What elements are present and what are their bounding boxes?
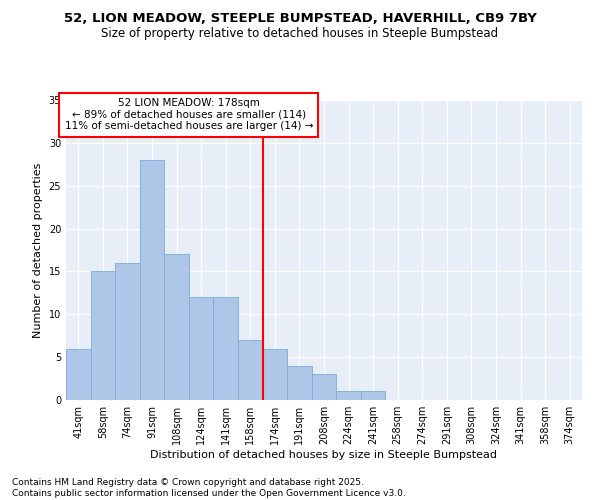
Bar [189, 297, 214, 400]
Bar [238, 340, 263, 400]
Bar [115, 263, 140, 400]
Text: 52, LION MEADOW, STEEPLE BUMPSTEAD, HAVERHILL, CB9 7BY: 52, LION MEADOW, STEEPLE BUMPSTEAD, HAVE… [64, 12, 536, 26]
Bar [140, 160, 164, 400]
Bar [336, 392, 361, 400]
Bar [287, 366, 312, 400]
Bar [66, 348, 91, 400]
Text: Size of property relative to detached houses in Steeple Bumpstead: Size of property relative to detached ho… [101, 28, 499, 40]
Bar [263, 348, 287, 400]
Bar [312, 374, 336, 400]
Text: 52 LION MEADOW: 178sqm
← 89% of detached houses are smaller (114)
11% of semi-de: 52 LION MEADOW: 178sqm ← 89% of detached… [65, 98, 313, 132]
Bar [361, 392, 385, 400]
Bar [91, 272, 115, 400]
Bar [164, 254, 189, 400]
Text: Contains HM Land Registry data © Crown copyright and database right 2025.
Contai: Contains HM Land Registry data © Crown c… [12, 478, 406, 498]
Bar [214, 297, 238, 400]
Y-axis label: Number of detached properties: Number of detached properties [33, 162, 43, 338]
X-axis label: Distribution of detached houses by size in Steeple Bumpstead: Distribution of detached houses by size … [151, 450, 497, 460]
